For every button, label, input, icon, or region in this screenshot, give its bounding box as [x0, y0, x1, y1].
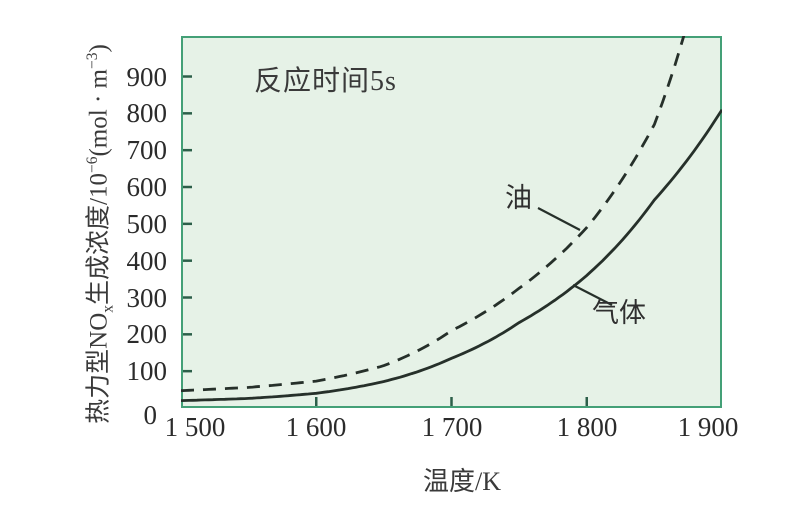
curve-oil-dashed	[181, 36, 686, 393]
y-tick-label: 600	[126, 172, 168, 202]
y-tick-label: 400	[126, 246, 168, 276]
y-axis-title-text: )	[85, 44, 113, 53]
y-axis-title-text: 生成浓度/10	[85, 173, 113, 305]
leader-line-gas	[572, 284, 613, 306]
series-label-oil: 油	[505, 183, 532, 213]
y-tick-label: 800	[126, 98, 168, 128]
y-tick-label: 100	[126, 356, 168, 386]
y-axis-title-sup-exp: −6	[84, 156, 101, 174]
y-axis-title-text: (mol · m	[85, 69, 113, 157]
plot-background	[181, 36, 722, 408]
curve-gas-solid	[181, 108, 722, 402]
plot-border	[181, 36, 722, 408]
x-tick-label: 1 800	[556, 412, 618, 442]
leader-line-oil	[537, 207, 581, 231]
y-tick-label: 200	[126, 319, 168, 349]
x-tick-label: 1 700	[421, 412, 483, 442]
annotation-reaction-time: 反应时间5s	[254, 66, 397, 97]
x-tick-label: 1 900	[677, 412, 739, 442]
series-label-gas: 气体	[592, 298, 646, 328]
y-tick-label: 900	[126, 62, 168, 92]
chart-canvas	[181, 36, 722, 408]
y-axis-title-text: 热力型NO	[85, 312, 113, 424]
x-axis-title: 温度/K	[422, 467, 501, 496]
x-tick-label: 1 600	[285, 412, 347, 442]
y-axis-title-sup-exp: −3	[84, 52, 101, 70]
y-tick-label: 700	[126, 135, 168, 165]
plot-area	[181, 36, 722, 408]
y-axis-title-sub-x: x	[99, 304, 117, 313]
y-tick-label: 500	[126, 209, 168, 239]
y-tick-label: 0	[143, 400, 158, 430]
y-axis-title: 热力型NOx生成浓度/10−6(mol · m−3)	[78, 24, 116, 444]
y-tick-label: 300	[126, 283, 168, 313]
x-tick-label: 1 500	[164, 412, 226, 442]
